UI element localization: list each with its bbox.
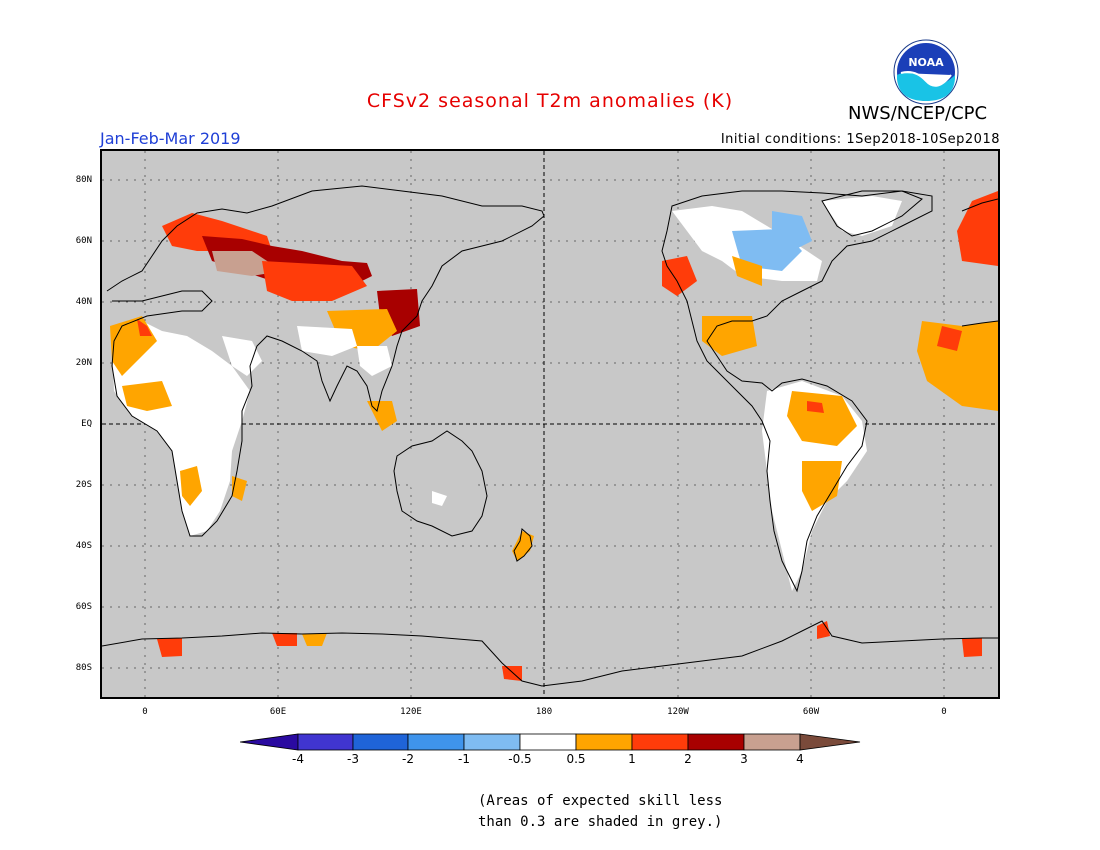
lon-label-120w: 120W xyxy=(667,707,689,717)
lat-label-40s: 40S xyxy=(75,541,92,551)
lat-label-eq: EQ xyxy=(81,419,92,429)
colorbar-label: 0.5 xyxy=(566,752,586,766)
colorbar-segment-3-4 xyxy=(743,733,801,751)
colorbar-segment-2-1 xyxy=(407,733,465,751)
colorbar-label: 2 xyxy=(684,752,692,766)
colorbar-label: -0.5 xyxy=(508,752,532,766)
colorbar xyxy=(240,733,861,751)
noaa-logo: NOAA xyxy=(893,39,959,105)
initial-conditions-label: Initial conditions: 1Sep2018-10Sep2018 xyxy=(720,132,1000,147)
lon-label-0: 0 xyxy=(142,707,148,717)
period-label: Jan-Feb-Mar 2019 xyxy=(100,129,241,148)
colorbar-segment-gt-4 xyxy=(799,733,861,751)
lat-label-80n: 80N xyxy=(75,175,92,185)
lat-label-40n: 40N xyxy=(75,297,92,307)
colorbar-segment-4-3 xyxy=(297,733,354,751)
colorbar-segment-3-2 xyxy=(352,733,409,751)
colorbar-label: 3 xyxy=(740,752,748,766)
colorbar-segment-2-3 xyxy=(687,733,745,751)
footnote-line-1: (Areas of expected skill less xyxy=(478,793,723,809)
lat-label-20n: 20N xyxy=(75,358,92,368)
colorbar-label: -3 xyxy=(347,752,359,766)
colorbar-segment-1-05 xyxy=(463,733,521,751)
lat-label-60n: 60N xyxy=(75,236,92,246)
logo-text: NOAA xyxy=(908,56,944,69)
colorbar-segment-05-1 xyxy=(575,733,633,751)
colorbar-segment-neutral xyxy=(519,733,577,751)
colorbar-label: 1 xyxy=(628,752,636,766)
colorbar-label: -2 xyxy=(402,752,414,766)
lon-label-60w: 60W xyxy=(802,707,820,717)
agency-label: NWS/NCEP/CPC xyxy=(848,103,988,124)
anomaly-map xyxy=(100,149,1000,699)
lon-label-180: 180 xyxy=(535,707,553,717)
lat-label-60s: 60S xyxy=(75,602,92,612)
colorbar-segment-lt-4 xyxy=(240,733,299,751)
lat-label-20s: 20S xyxy=(75,480,92,490)
colorbar-label: -1 xyxy=(458,752,470,766)
anomaly-shading xyxy=(110,191,998,681)
colorbar-label: 4 xyxy=(796,752,804,766)
lon-label-60e: 60E xyxy=(269,707,287,717)
coastlines xyxy=(102,185,998,687)
lon-label-120e: 120E xyxy=(400,707,422,717)
colorbar-segment-1-2 xyxy=(631,733,689,751)
map-canvas xyxy=(102,151,998,697)
skill-footnote: (Areas of expected skill less than 0.3 a… xyxy=(478,791,722,833)
footnote-line-2: than 0.3 are shaded in grey.) xyxy=(478,814,723,830)
lon-label-0-right: 0 xyxy=(941,707,947,717)
map-title: CFSv2 seasonal T2m anomalies (K) xyxy=(366,90,734,112)
lat-label-80s: 80S xyxy=(75,663,92,673)
colorbar-label: -4 xyxy=(292,752,304,766)
